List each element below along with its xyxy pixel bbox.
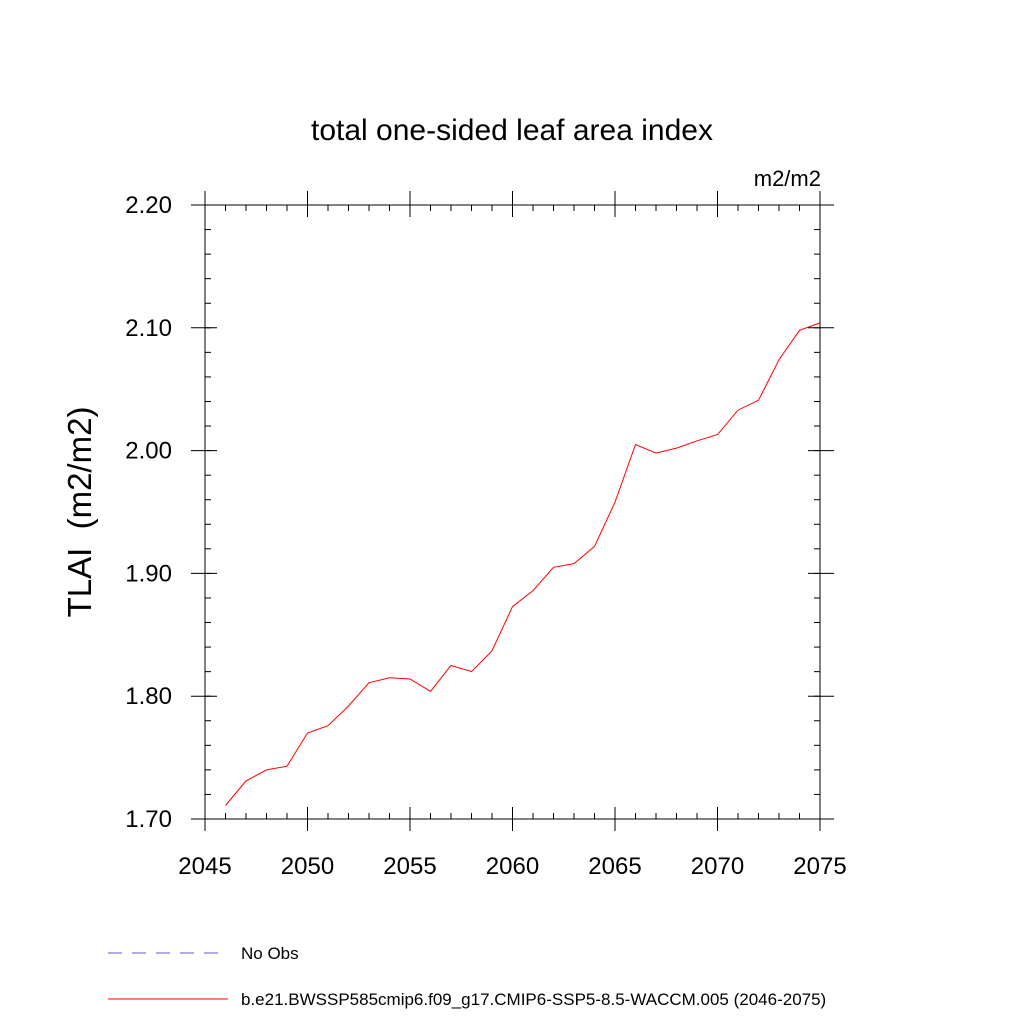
series-line	[225, 322, 821, 806]
chart-title: total one-sided leaf area index	[311, 114, 713, 147]
x-tick-label: 2075	[793, 853, 846, 880]
plot-frame	[204, 204, 821, 820]
axis-ticks	[191, 191, 834, 831]
x-tick-label: 2070	[691, 853, 744, 880]
x-tick-label: 2060	[486, 853, 539, 880]
y-tick-label: 1.70	[125, 806, 172, 833]
legend-label: No Obs	[241, 944, 299, 963]
x-tick-label: 2045	[178, 853, 231, 880]
x-tick-label: 2055	[383, 853, 436, 880]
axis-tick-labels: 2045 2050 2055 2060 2065 2070 2075 1.70 1.80 1.90…	[125, 192, 846, 880]
series-layer	[225, 322, 821, 806]
legend: No Obs b.e21.BWSSP585cmip6.f09_g17.CMIP6-…	[108, 944, 826, 1009]
x-tick-label: 2050	[281, 853, 334, 880]
y-axis-label: TLAI (m2/m2)	[61, 407, 98, 618]
y-tick-label: 2.00	[125, 438, 172, 465]
y-tick-label: 2.20	[125, 192, 172, 219]
x-tick-label: 2065	[588, 853, 641, 880]
units-label: m2/m2	[754, 166, 821, 191]
y-tick-label: 1.80	[125, 683, 172, 710]
y-tick-label: 1.90	[125, 560, 172, 587]
legend-label: b.e21.BWSSP585cmip6.f09_g17.CMIP6-SSP5-8…	[241, 990, 826, 1009]
y-tick-label: 2.10	[125, 315, 172, 342]
